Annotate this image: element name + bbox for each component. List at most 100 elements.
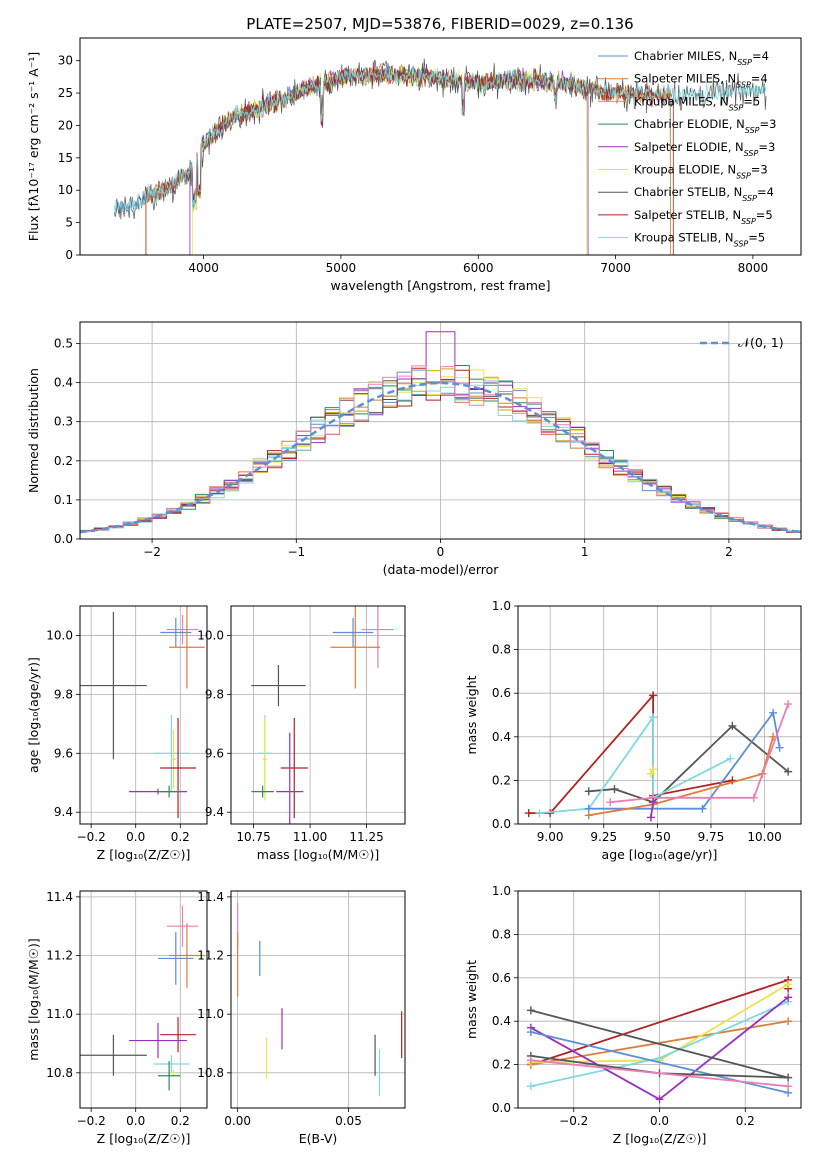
spectrum-line-chabrier_elodie — [189, 66, 589, 255]
z-age-panel: −0.2 0.0 0.2 9.4 9.6 9.8 10.0 Z [log₁₀(Z/Z☉)] ag… — [26, 605, 208, 862]
x-tick-label: 0.0 — [650, 1114, 669, 1128]
weight-marker-chabrier_stelib — [584, 787, 593, 796]
y-tick-label: 9.4 — [205, 805, 224, 819]
x-tick-label: −2 — [143, 545, 161, 559]
x-axis-label: mass [log₁₀(M/M☉)] — [257, 847, 379, 862]
x-tick-label: 5000 — [326, 261, 357, 275]
y-tick-label: 20 — [58, 118, 73, 132]
weight-line-kroupa_stelib — [539, 714, 731, 814]
weight-marker-chabrier_stelib — [728, 721, 737, 730]
x-tick-label: −0.2 — [77, 830, 106, 844]
x-axis-label: Z [log₁₀(Z/Z☉)] — [613, 1131, 707, 1146]
y-tick-label: 0.0 — [492, 1101, 511, 1115]
y-tick-label: 9.4 — [54, 805, 73, 819]
plot-area — [237, 902, 403, 1097]
y-tick-label: 25 — [58, 86, 73, 100]
weight-marker-chabrier_miles — [769, 708, 778, 717]
y-tick-label: 11.2 — [46, 949, 73, 963]
legend-label: Kroupa MILES, NSSP=5 — [634, 94, 760, 112]
z-mass-panel: −0.2 0.0 0.2 10.8 11.0 11.2 11.4 Z [log₁₀(Z/Z☉)… — [26, 890, 208, 1146]
axes-frame — [230, 605, 406, 825]
y-tick-label: 0.6 — [492, 971, 511, 985]
weight-marker-salpeter_miles — [784, 1017, 793, 1026]
x-tick-label: 9.50 — [644, 830, 671, 844]
weight-marker-salpeter_stelib — [649, 691, 658, 700]
age-weight-panel: 9.00 9.25 9.50 9.75 10.00 0.0 0.2 0.4 0.6 0.8 1.0 a… — [464, 599, 802, 862]
legend-label: Salpeter MILES, NSSP=4 — [634, 72, 768, 90]
x-axis-label: E(B-V) — [299, 1131, 338, 1146]
x-tick-label: 0.00 — [224, 1114, 251, 1128]
y-axis-label: mass weight — [464, 960, 479, 1039]
y-axis-label: mass [log₁₀(M/M☉)] — [26, 938, 41, 1060]
y-tick-label: 0.2 — [492, 1058, 511, 1072]
plot-area — [80, 905, 205, 1091]
z-weight-panel: −0.2 0.0 0.2 0.0 0.2 0.4 0.6 0.8 1.0 Z [log₁₀(Z/Z… — [464, 884, 802, 1146]
x-tick-label: −1 — [287, 545, 305, 559]
y-tick-label: 0.0 — [54, 532, 73, 546]
y-tick-label: 10.8 — [197, 1066, 224, 1080]
legend-label: Chabrier STELIB, NSSP=4 — [634, 185, 774, 203]
x-tick-label: 0.2 — [171, 830, 190, 844]
legend-label: Salpeter ELODIE, NSSP=3 — [634, 140, 775, 158]
x-tick-label: 10.00 — [747, 830, 781, 844]
x-tick-label: 10.75 — [236, 830, 270, 844]
plot-area — [526, 975, 793, 1104]
x-tick-label: 0 — [437, 545, 445, 559]
y-tick-label: 0.0 — [492, 817, 511, 831]
y-tick-label: 1.0 — [492, 599, 511, 613]
axes-frame — [79, 605, 208, 825]
x-tick-label: 0.0 — [126, 1114, 145, 1128]
plot-area — [80, 331, 801, 535]
histogram-salpeter_miles — [80, 378, 801, 534]
y-tick-label: 0.3 — [54, 415, 73, 429]
y-tick-label: 9.6 — [54, 746, 73, 760]
ebv-mass-panel: 0.00 0.05 10.8 11.0 11.2 11.4 E(B-V) — [197, 890, 406, 1146]
legend-label: Chabrier MILES, NSSP=4 — [634, 49, 769, 67]
x-tick-label: 8000 — [738, 261, 769, 275]
histogram-pink — [80, 365, 801, 533]
weight-marker-pink — [526, 1056, 535, 1065]
weight-marker-salpeter_elodie — [655, 1095, 664, 1104]
weight-line-salpeter_miles — [588, 736, 774, 817]
x-tick-label: −0.2 — [559, 1114, 588, 1128]
plot-area — [113, 58, 767, 255]
y-tick-label: 5 — [65, 216, 73, 230]
x-tick-label: 9.00 — [537, 830, 564, 844]
x-tick-label: 1 — [581, 545, 589, 559]
spectrum-line-salpeter_elodie — [189, 67, 589, 255]
plot-area — [251, 606, 394, 824]
y-tick-label: 11.2 — [197, 949, 224, 963]
y-axis-label: Flux [fλ10⁻¹⁷ erg cm⁻² s⁻¹ A⁻¹] — [26, 52, 41, 241]
y-tick-label: 9.6 — [205, 746, 224, 760]
weight-marker-chabrier_miles — [526, 1028, 535, 1037]
x-tick-label: 11.25 — [349, 830, 383, 844]
weight-marker-chabrier_miles — [775, 743, 784, 752]
y-tick-label: 0.1 — [54, 493, 73, 507]
legend-label: Chabrier ELODIE, NSSP=3 — [634, 117, 776, 135]
x-tick-label: 0.2 — [171, 1114, 190, 1128]
y-tick-label: 0.2 — [492, 773, 511, 787]
x-tick-label: 9.75 — [698, 830, 725, 844]
plot-area — [524, 691, 793, 822]
y-tick-label: 0.4 — [54, 376, 73, 390]
weight-line-pink — [530, 1059, 789, 1088]
axes-frame — [230, 890, 406, 1109]
histogram-chabrier_stelib — [80, 378, 801, 534]
y-tick-label: 1.0 — [492, 884, 511, 898]
x-tick-label: 11.00 — [293, 830, 327, 844]
y-tick-label: 10 — [58, 183, 73, 197]
weight-marker-kroupa_stelib — [726, 754, 735, 763]
y-axis-label: age [log₁₀(age/yr)] — [26, 657, 41, 773]
y-tick-label: 10.0 — [46, 628, 73, 642]
x-axis-label: Z [log₁₀(Z/Z☉)] — [97, 1131, 191, 1146]
x-axis-label: Z [log₁₀(Z/Z☉)] — [97, 847, 191, 862]
x-tick-label: 7000 — [600, 261, 631, 275]
mass-age-panel: 10.75 11.00 11.25 9.4 9.6 9.8 10.0 mass [log₁₀(… — [197, 605, 406, 862]
y-tick-label: 0 — [65, 248, 73, 262]
weight-line-chabrier_stelib — [530, 1009, 789, 1079]
weight-marker-salpeter_miles — [584, 811, 593, 820]
weight-marker-kroupa_stelib — [535, 809, 544, 818]
weight-line-chabrier_miles — [588, 710, 781, 810]
residuals-panel: −2 −1 0 1 2 0.0 0.1 0.2 0.3 0.4 0.5 (data-model)/er… — [26, 321, 802, 577]
